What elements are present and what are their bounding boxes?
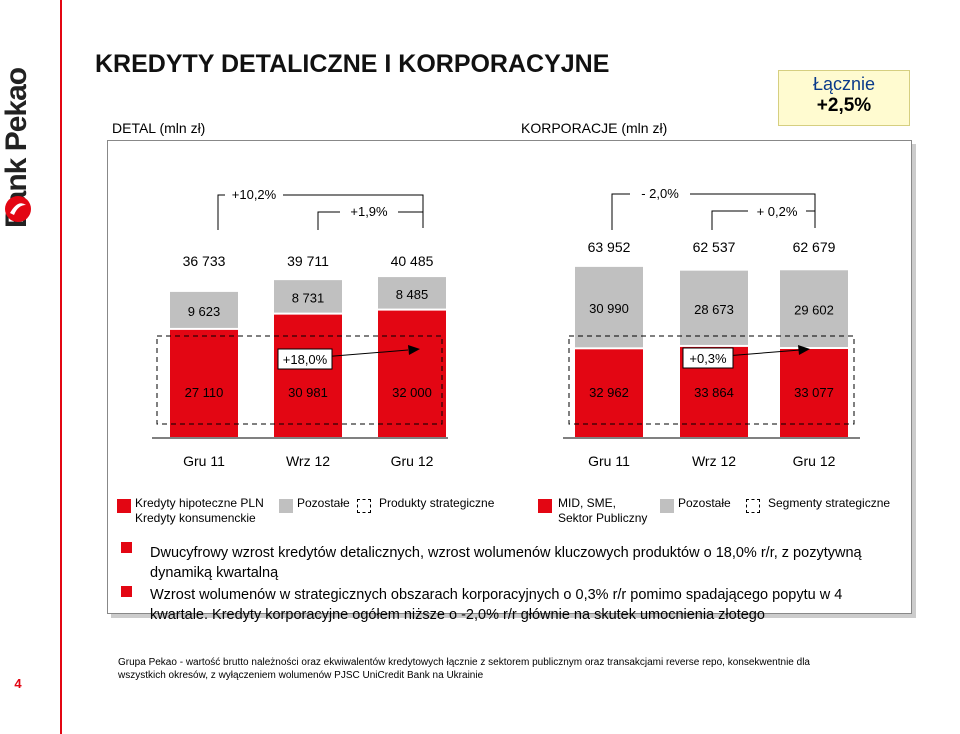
legend-label: Produkty strategiczne: [379, 496, 495, 510]
detal-category-label: Wrz 12: [286, 453, 330, 469]
korporacje-category-label: Wrz 12: [692, 453, 736, 469]
korporacje-qoq-box: [748, 201, 806, 220]
brand-strip: Bank Pekao: [0, 0, 36, 734]
detal-total-label: 39 711: [287, 253, 329, 269]
korporacje-yoy-box: [630, 184, 690, 203]
legend-swatch: [357, 499, 371, 513]
korporacje-bar-other: [575, 266, 643, 348]
korporacje-value-label: 29 602: [794, 303, 834, 318]
detal-category-label: Gru 11: [183, 453, 225, 469]
page-number: 4: [14, 676, 22, 691]
legend-label: Segmenty strategiczne: [768, 496, 891, 510]
chart-panel: [107, 140, 912, 614]
bullet-marker: [121, 542, 132, 553]
korporacje-total-label: 62 679: [793, 239, 836, 255]
korporacje-yoy-growth: - 2,0%: [641, 186, 679, 201]
legend-label: Pozostałe: [678, 496, 731, 510]
bullet-marker: [121, 586, 132, 597]
korporacje-total-label: 62 537: [693, 239, 736, 255]
legend-swatch: [117, 499, 131, 513]
detal-strategic-frame: [156, 335, 443, 425]
footnote: Grupa Pekao - wartość brutto należności …: [118, 657, 810, 681]
korporacje-value-label: 28 673: [694, 302, 734, 317]
legend-swatch: [279, 499, 293, 513]
korporacje-inner-growth: +0,3%: [682, 345, 810, 369]
korporacje-section-label: KORPORACJE (mln zł): [521, 120, 668, 136]
korporacje-category-label: Gru 11: [588, 453, 630, 469]
korporacje-value-label: 30 990: [589, 301, 629, 316]
divider-line: [60, 0, 62, 734]
korporacje-inner-growth-label: +0,3%: [689, 351, 727, 366]
detal-qoq-box: [340, 202, 398, 221]
legend-label: Kredyty hipoteczne PLN Kredyty konsumenck…: [135, 496, 264, 525]
detal-value-label: 9 623: [188, 304, 221, 319]
bullet-text: Dwucyfrowy wzrost kredytów detalicznych,…: [150, 545, 862, 581]
detal-value-label: 8 485: [396, 287, 429, 302]
detal-value-label: 8 731: [292, 290, 325, 305]
detal-bar-strategic: [378, 310, 446, 437]
legend-label: Pozostałe: [297, 496, 350, 510]
detal-inner-growth-label: +18,0%: [283, 352, 328, 367]
detal-legend: Kredyty hipoteczne PLN Kredyty konsumenck…: [117, 496, 557, 536]
total-label: Łącznie: [812, 74, 876, 94]
detal-inner-growth: +18,0%: [277, 345, 420, 370]
detal-bar-strategic: [274, 314, 342, 437]
detal-bars: 27 110 9 623 36 733 Gru 11 30 981 8 731 39 711…: [170, 253, 446, 469]
korporacje-bar-strategic: [780, 349, 848, 437]
korporacje-qoq-growth: + 0,2%: [757, 204, 798, 219]
legend-swatch: [660, 499, 674, 513]
detal-bar-other: [170, 291, 238, 328]
detal-bar-other: [378, 277, 446, 309]
korporacje-bar-other: [780, 270, 848, 348]
detal-bar-strategic: [170, 329, 238, 437]
total-growth-box: Łącznie +2,5%: [778, 70, 910, 126]
detal-total-label: 36 733: [183, 253, 226, 269]
detal-value-label: 27 110: [185, 385, 224, 400]
korporacje-value-label: 33 864: [694, 385, 734, 400]
detal-bar-other: [274, 280, 342, 313]
korporacje-value-label: 32 962: [589, 385, 629, 400]
korporacje-total-label: 63 952: [588, 239, 631, 255]
korporacje-value-label: 33 077: [794, 385, 834, 400]
legend-swatch: [538, 499, 552, 513]
korporacje-bar-other: [680, 270, 748, 345]
charts-svg: +10,2% +1,9% - 2,0% + 0,2% 27 110 9 623 36…: [152, 184, 860, 469]
detal-yoy-box: [225, 185, 283, 204]
legend-label: MID, SME, Sektor Publiczny: [558, 496, 648, 525]
page-title: KREDYTY DETALICZNE I KORPORACYJNE: [95, 50, 610, 78]
korporacje-bars: 32 962 30 990 63 952 Gru 11 33 864 28 673 62 5…: [575, 239, 848, 469]
detal-value-label: 30 981: [288, 385, 328, 400]
detal-value-label: 32 000: [392, 385, 432, 400]
korporacje-legend: MID, SME, Sektor Publiczny Pozostałe Segm…: [538, 496, 908, 536]
korporacje-strategic-frame: [568, 335, 855, 425]
detal-yoy-growth: +10,2%: [232, 187, 277, 202]
total-value: +2,5%: [816, 95, 872, 116]
detal-section-label: DETAL (mln zł): [112, 120, 206, 136]
detal-category-label: Gru 12: [391, 453, 434, 469]
detal-qoq-growth: +1,9%: [350, 204, 388, 219]
bullet-text: Wzrost wolumenów w strategicznych obszar…: [150, 587, 843, 623]
bank-logo-icon: [5, 196, 31, 222]
detal-total-label: 40 485: [391, 253, 434, 269]
korporacje-growth-connectors: [611, 193, 816, 230]
korporacje-category-label: Gru 12: [793, 453, 836, 469]
legend-swatch: [746, 499, 760, 513]
korporacje-bar-strategic: [575, 349, 643, 437]
